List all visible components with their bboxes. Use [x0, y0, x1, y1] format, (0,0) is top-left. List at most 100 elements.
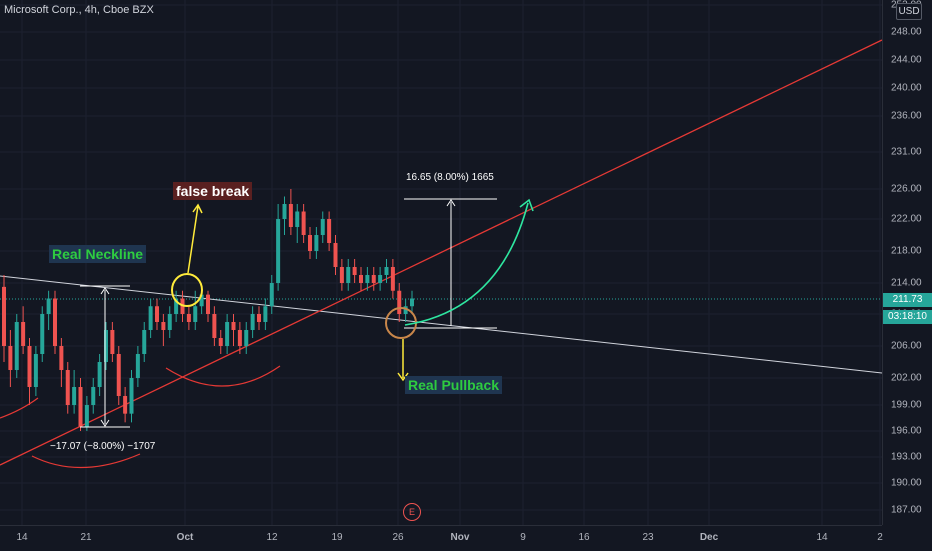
candle-body — [167, 314, 172, 330]
price-tick-label: 248.00 — [891, 26, 922, 38]
candle-body — [346, 267, 351, 283]
time-tick-label: Dec — [699, 532, 719, 543]
symbol-title[interactable]: Microsoft Corp., 4h, Cboe BZX — [4, 4, 154, 16]
false-break-arrow — [187, 205, 199, 274]
candle-body — [65, 370, 70, 405]
candle-body — [33, 354, 38, 387]
candle-body — [320, 219, 325, 235]
candle-body — [339, 267, 344, 283]
pullback-label[interactable]: Real Pullback — [405, 376, 503, 394]
candle-body — [231, 322, 236, 330]
candle-body — [269, 283, 274, 307]
time-tick-label: 2 — [877, 532, 883, 543]
measure-up-label[interactable]: 16.65 (8.00%) 1665 — [406, 172, 494, 183]
arc-middle — [165, 365, 281, 387]
measure-left-arrow-up — [100, 287, 110, 295]
price-tick-label: 236.00 — [891, 110, 922, 122]
candle-body — [91, 387, 96, 405]
price-tick-label: 202.00 — [891, 372, 922, 384]
time-tick-label: Nov — [450, 532, 470, 543]
candle-body — [352, 267, 357, 275]
candle-body — [327, 219, 332, 243]
time-tick-label: 16 — [578, 532, 590, 543]
candle-body — [365, 275, 370, 283]
candle-body — [46, 298, 51, 314]
neckline-label[interactable]: Real Neckline — [49, 245, 147, 263]
projection-arrowhead — [519, 198, 534, 212]
price-tick-label: 190.00 — [891, 477, 922, 489]
candle-body — [390, 267, 395, 291]
earnings-event-icon[interactable]: E — [403, 503, 421, 521]
candle-body — [308, 235, 312, 251]
candle-body — [104, 330, 108, 362]
price-tick-label: 222.00 — [891, 213, 922, 225]
price-axis[interactable]: 252.00248.00244.00240.00236.00231.00226.… — [882, 0, 932, 525]
candle-body — [250, 314, 255, 330]
candle-body — [295, 211, 300, 227]
candle-body — [148, 306, 153, 330]
candle-body — [161, 322, 166, 330]
time-tick-label: 21 — [80, 532, 92, 543]
candle-body — [135, 354, 140, 378]
candle-body — [206, 294, 210, 314]
candle-body — [218, 338, 223, 346]
candle-body — [244, 330, 249, 346]
candle-body — [72, 387, 77, 405]
pullback-arrowhead — [397, 372, 409, 382]
measure-down-label[interactable]: −17.07 (−8.00%) −1707 — [50, 441, 156, 452]
candle-body — [282, 204, 287, 219]
candle-body — [301, 211, 306, 235]
candle-body — [288, 204, 293, 227]
price-tick-label: 226.00 — [891, 183, 922, 195]
candle-body — [225, 322, 230, 346]
time-tick-label: 26 — [392, 532, 404, 543]
candle-body — [378, 275, 383, 283]
price-tick-label: 196.00 — [891, 425, 922, 437]
false-break-label[interactable]: false break — [173, 182, 253, 200]
candle-body — [110, 330, 115, 354]
currency-button[interactable]: USD — [896, 3, 922, 20]
candle-body — [384, 267, 389, 275]
candle-body — [2, 286, 6, 346]
candlestick-series — [2, 189, 414, 431]
candle-body — [129, 378, 134, 414]
candle-body — [174, 298, 179, 314]
candle-body — [123, 396, 128, 414]
time-tick-label: Oct — [176, 532, 194, 543]
time-tick-label: 19 — [331, 532, 343, 543]
candle-body — [116, 354, 121, 396]
time-axis[interactable]: 14 21 Oct 12 19 26 Nov 9 16 23 Dec 14 2 — [0, 525, 883, 551]
arc-left — [0, 397, 39, 419]
candle-body — [263, 306, 268, 322]
candle-body — [397, 290, 402, 314]
candle-body — [21, 322, 26, 346]
arc-bottom — [31, 453, 141, 469]
projection-curve — [404, 202, 529, 326]
price-tick-label: 187.00 — [891, 504, 922, 516]
candle-body — [59, 346, 64, 370]
ascending-trendline — [0, 39, 882, 466]
time-tick-label: 9 — [520, 532, 526, 543]
candle-body — [359, 275, 363, 283]
price-tick-label: 240.00 — [891, 82, 922, 94]
neckline-line — [0, 275, 882, 374]
time-tick-label: 23 — [642, 532, 654, 543]
candle-body — [142, 330, 147, 354]
candle-body — [212, 314, 217, 338]
last-price-label: 211.73 — [883, 293, 932, 307]
candle-body — [199, 294, 204, 307]
candle-body — [314, 235, 319, 251]
measure-left-arrow-down — [100, 419, 110, 427]
candle-body — [27, 346, 32, 387]
price-tick-label: 199.00 — [891, 399, 922, 411]
time-tick-label: 14 — [16, 532, 28, 543]
candle-body — [78, 387, 83, 427]
price-tick-label: 218.00 — [891, 245, 922, 257]
bar-countdown-label: 03:18:10 — [883, 310, 932, 324]
candle-body — [186, 314, 191, 322]
price-tick-label: 206.00 — [891, 340, 922, 352]
chart-area[interactable]: Microsoft Corp., 4h, Cboe BZX Real Neckl… — [0, 0, 882, 525]
candle-body — [53, 298, 57, 346]
candle-body — [84, 405, 89, 427]
candle-body — [410, 298, 414, 307]
